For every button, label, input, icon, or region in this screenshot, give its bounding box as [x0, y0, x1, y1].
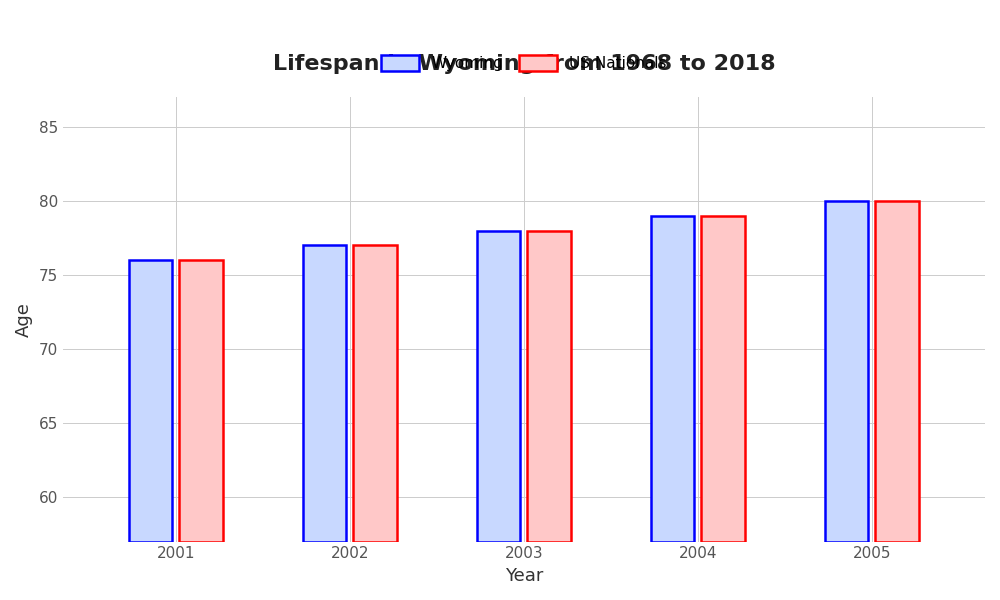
- Bar: [129, 260, 172, 542]
- Bar: [527, 230, 571, 542]
- Bar: [303, 245, 346, 542]
- Bar: [179, 260, 223, 542]
- X-axis label: Year: Year: [505, 567, 543, 585]
- Bar: [651, 216, 694, 542]
- Bar: [353, 245, 397, 542]
- Y-axis label: Age: Age: [15, 302, 33, 337]
- Title: Lifespan in Wyoming from 1968 to 2018: Lifespan in Wyoming from 1968 to 2018: [273, 53, 775, 74]
- Bar: [701, 216, 745, 542]
- Legend: Wyoming, US Nationals: Wyoming, US Nationals: [374, 47, 674, 79]
- Bar: [477, 230, 520, 542]
- Bar: [875, 201, 919, 542]
- Bar: [825, 201, 868, 542]
